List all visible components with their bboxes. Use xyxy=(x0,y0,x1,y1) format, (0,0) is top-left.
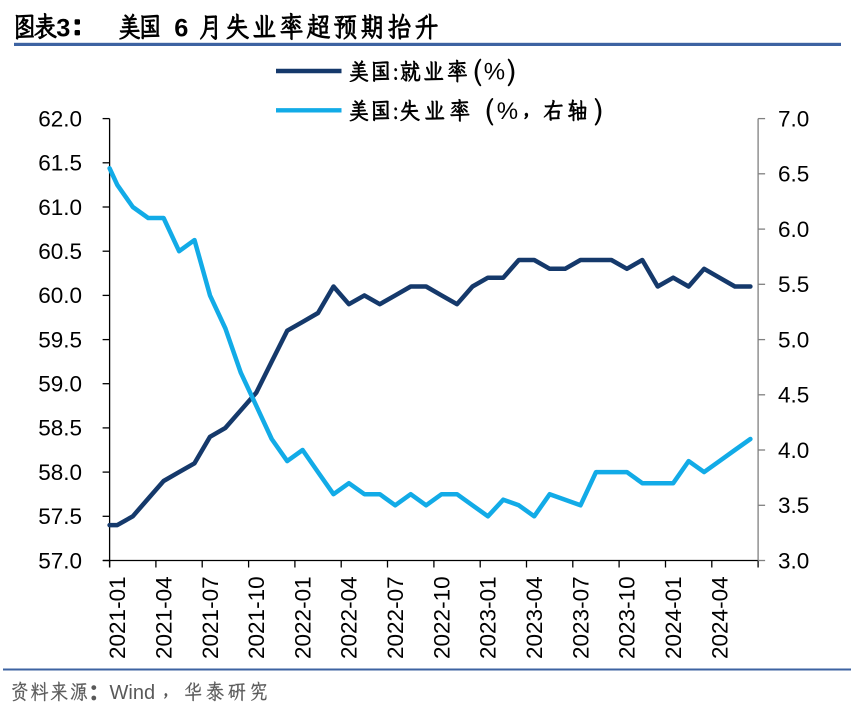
svg-text:7.0: 7.0 xyxy=(778,106,809,131)
svg-text:2022-10: 2022-10 xyxy=(429,576,454,659)
svg-text:58.5: 58.5 xyxy=(38,416,82,441)
svg-text:3.5: 3.5 xyxy=(778,493,809,518)
svg-text:6.5: 6.5 xyxy=(778,162,809,187)
svg-text:58.0: 58.0 xyxy=(38,460,82,485)
svg-text:5.5: 5.5 xyxy=(778,272,809,297)
svg-text:60.0: 60.0 xyxy=(38,283,82,308)
svg-text:61.0: 61.0 xyxy=(38,195,82,220)
svg-text:2023-01: 2023-01 xyxy=(476,576,501,659)
svg-text:2021-04: 2021-04 xyxy=(151,576,176,659)
svg-text:2024-04: 2024-04 xyxy=(707,576,732,659)
svg-text:2022-04: 2022-04 xyxy=(337,576,362,659)
svg-text:59.5: 59.5 xyxy=(38,327,82,352)
svg-text:2024-01: 2024-01 xyxy=(661,576,686,659)
svg-text:3: 3 xyxy=(56,15,70,43)
svg-text:%: % xyxy=(497,98,518,125)
svg-text:2022-07: 2022-07 xyxy=(383,576,408,659)
svg-text:57.5: 57.5 xyxy=(38,504,82,529)
svg-text:2023-10: 2023-10 xyxy=(615,576,640,659)
svg-text:%: % xyxy=(484,59,505,86)
svg-text:60.5: 60.5 xyxy=(38,239,82,264)
svg-text:4.0: 4.0 xyxy=(778,438,809,463)
svg-text:2023-04: 2023-04 xyxy=(522,576,547,659)
svg-text:62.0: 62.0 xyxy=(38,106,82,131)
svg-text:4.5: 4.5 xyxy=(778,383,809,408)
svg-text:3.0: 3.0 xyxy=(778,548,809,573)
svg-text:57.0: 57.0 xyxy=(38,548,82,573)
svg-text:6.0: 6.0 xyxy=(778,217,809,242)
svg-text:2021-07: 2021-07 xyxy=(198,576,223,659)
svg-text:2021-01: 2021-01 xyxy=(105,576,130,659)
svg-text:Wind: Wind xyxy=(110,682,156,704)
svg-text:5.0: 5.0 xyxy=(778,327,809,352)
svg-text:2022-01: 2022-01 xyxy=(290,576,315,659)
svg-text:6: 6 xyxy=(174,15,188,43)
svg-text:2023-07: 2023-07 xyxy=(568,576,593,659)
svg-text:2021-10: 2021-10 xyxy=(244,576,269,659)
svg-text:61.5: 61.5 xyxy=(38,151,82,176)
svg-text:59.0: 59.0 xyxy=(38,372,82,397)
